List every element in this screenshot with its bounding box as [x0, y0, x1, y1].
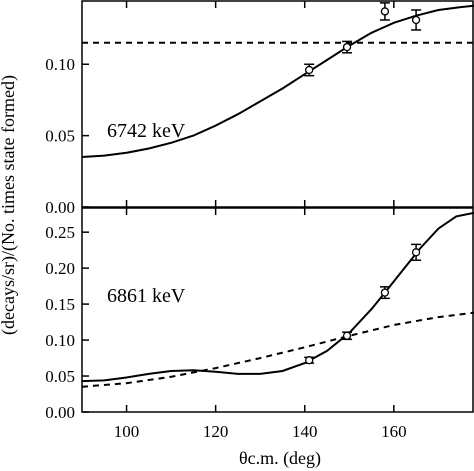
- y-tick-label: 0.20: [45, 259, 75, 278]
- x-tick-label: 140: [292, 422, 318, 441]
- y-tick-label: 0.05: [45, 127, 75, 146]
- data-point: [304, 356, 315, 365]
- data-point: [304, 63, 315, 77]
- panel-label: 6861 keV: [107, 285, 186, 307]
- data-point: [379, 286, 390, 300]
- panel-label: 6742 keV: [107, 120, 186, 142]
- x-tick-label: 100: [114, 422, 140, 441]
- x-axis-title: θc.m. (deg): [239, 448, 321, 469]
- y-tick-label: 0.25: [45, 223, 75, 242]
- point-marker: [342, 331, 352, 340]
- panel-bottom: 0.00 0.05 0.10 0.15 0.20 0.25 100 120 140 160 6861…: [45, 207, 474, 441]
- x-tick-label: 120: [203, 422, 229, 441]
- data-point: [379, 2, 390, 21]
- data-point: [411, 9, 422, 31]
- data-point: [411, 243, 422, 261]
- point-marker: [411, 248, 421, 257]
- series-line-dashed: [81, 311, 474, 388]
- y-tick-label: 0.00: [45, 403, 75, 422]
- panel-top: 0.00 0.05 0.10 6742 keV: [45, 0, 474, 217]
- y-tick-label: 0.10: [45, 55, 75, 74]
- plot-frame: [81, 207, 474, 413]
- y-tick-label: 0.05: [45, 367, 75, 386]
- y-tick-label: 0.00: [45, 198, 75, 217]
- point-marker: [305, 65, 314, 75]
- y-tick-label: 0.10: [45, 331, 75, 350]
- point-marker: [342, 42, 352, 52]
- point-marker: [305, 356, 314, 365]
- x-tick-label: 160: [381, 422, 407, 441]
- point-marker: [411, 15, 421, 25]
- data-point: [342, 40, 353, 54]
- plot-frame: [81, 0, 474, 208]
- point-marker: [380, 7, 390, 16]
- data-point: [342, 331, 353, 341]
- y-axis-title: (decays/sr)/(No. times state formed): [0, 75, 19, 335]
- point-marker: [380, 288, 390, 297]
- y-tick-label: 0.15: [45, 295, 75, 314]
